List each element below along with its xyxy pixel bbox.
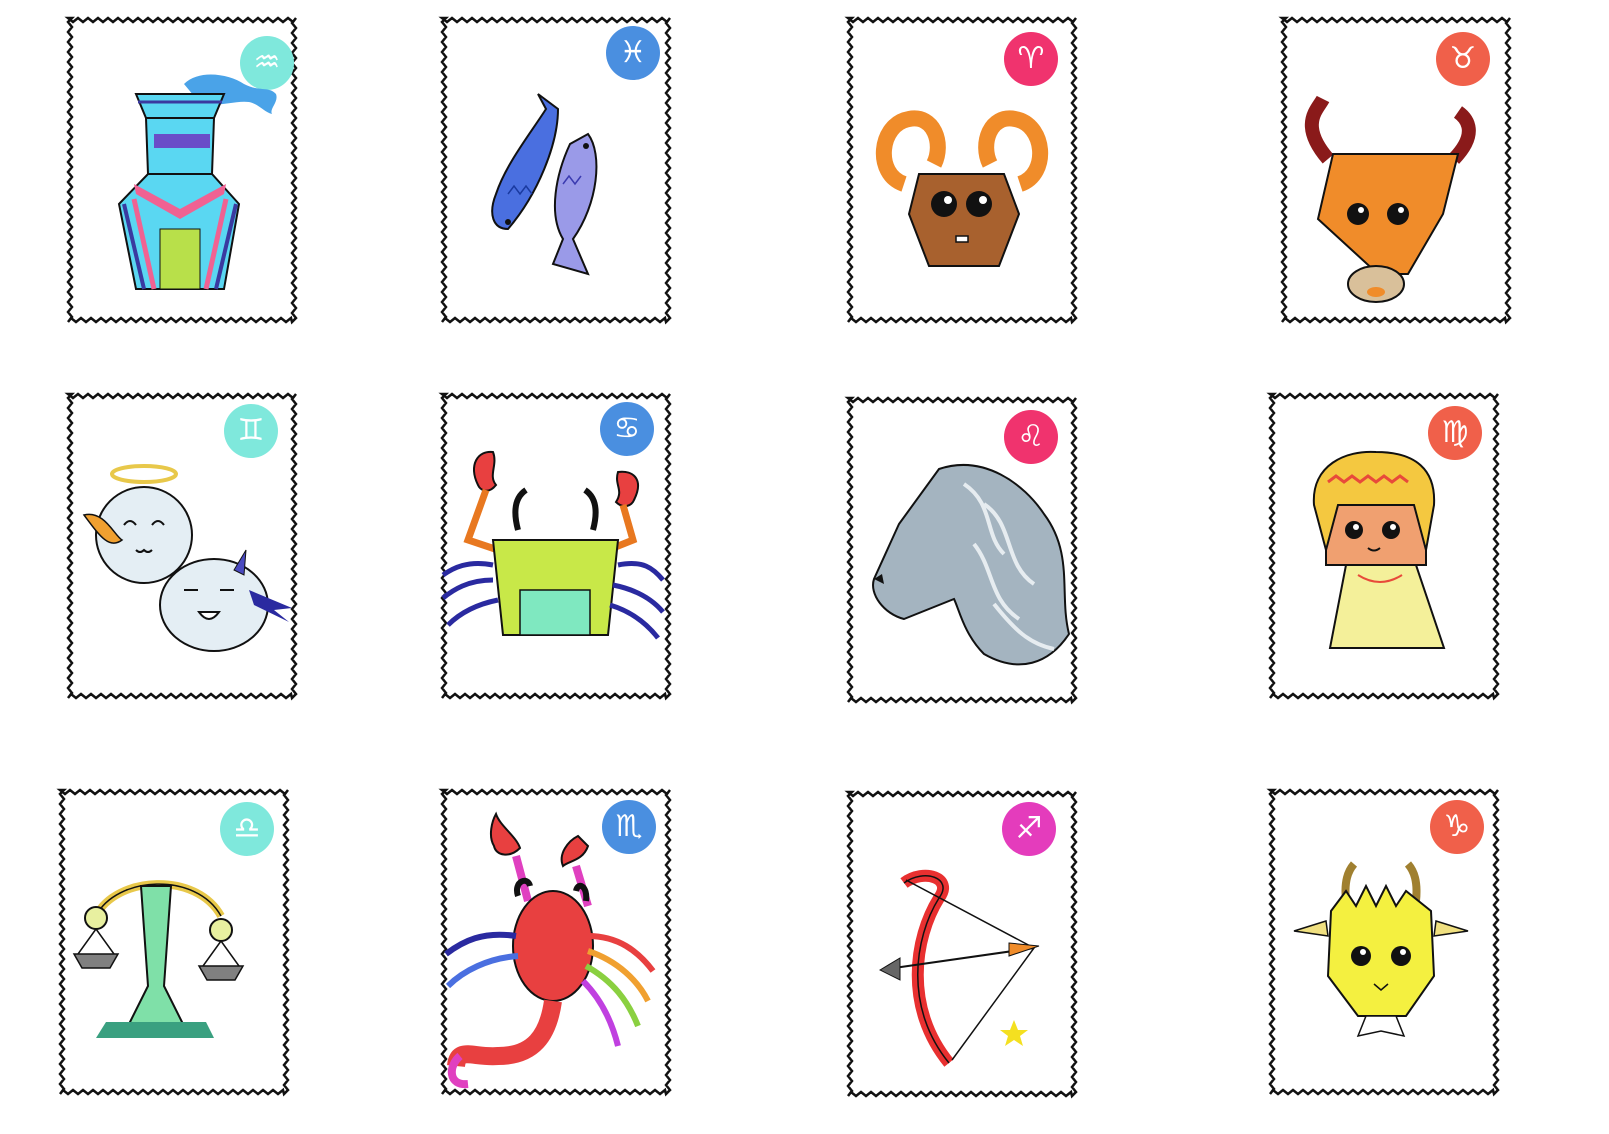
bull-head-icon <box>1304 95 1476 303</box>
perforated-edge <box>844 16 1078 325</box>
zodiac-badge-pisces: ♓ <box>606 26 660 80</box>
bow-and-arrow-icon <box>878 869 1040 1067</box>
zodiac-badge-leo: ♌ <box>1004 410 1058 464</box>
stamp-frame <box>438 16 672 325</box>
zodiac-badge-virgo: ♍ <box>1428 406 1482 460</box>
zodiac-badge-sagittarius: ♐ <box>1002 802 1056 856</box>
water-vase-icon <box>117 74 277 290</box>
perforated-edge <box>56 788 290 1097</box>
stamp-capricorn: ♑ <box>1266 786 1502 1098</box>
zodiac-badge-aries: ♈ <box>1004 32 1058 86</box>
stamp-virgo: ♍ <box>1266 390 1502 702</box>
stamp-taurus: ♉ <box>1278 14 1514 326</box>
stamp-aries: ♈ <box>844 14 1080 326</box>
stamp-scorpio: ♏ <box>438 786 674 1098</box>
zodiac-badge-cancer: ♋ <box>600 402 654 456</box>
stamp-aquarius: ♒ <box>64 14 300 326</box>
stamp-gemini: ♊ <box>64 390 300 702</box>
stamp-libra: ♎ <box>56 786 292 1098</box>
scales-icon <box>72 880 245 1038</box>
scorpion-icon <box>444 811 656 1089</box>
two-fish-icon <box>491 93 598 276</box>
zodiac-badge-capricorn: ♑ <box>1430 800 1484 854</box>
stamp-frame <box>844 16 1078 325</box>
zodiac-badge-scorpio: ♏ <box>602 800 656 854</box>
zodiac-badge-aquarius: ♒ <box>240 36 294 90</box>
zodiac-badge-taurus: ♉ <box>1436 32 1490 86</box>
goat-head-icon <box>1293 861 1469 1038</box>
perforated-edge <box>438 16 672 325</box>
stamp-leo: ♌ <box>844 394 1080 706</box>
zodiac-badge-libra: ♎ <box>220 802 274 856</box>
zodiac-badge-gemini: ♊ <box>224 404 278 458</box>
stamp-frame <box>56 788 290 1097</box>
ram-head-icon <box>875 110 1049 267</box>
stamp-sagittarius: ♐ <box>844 788 1080 1100</box>
twin-spirits-icon <box>82 464 292 652</box>
maiden-icon <box>1312 450 1446 649</box>
stamp-frame <box>844 790 1078 1099</box>
perforated-edge <box>844 790 1078 1099</box>
stamp-pisces: ♓ <box>438 14 674 326</box>
lion-head-icon <box>872 464 1071 666</box>
crab-icon <box>441 450 665 640</box>
stamp-cancer: ♋ <box>438 390 674 702</box>
